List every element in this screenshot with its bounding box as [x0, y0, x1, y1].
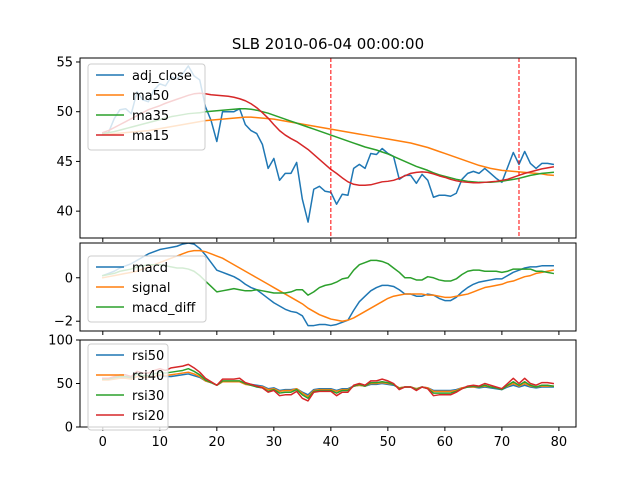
ytick-label: 40 — [56, 205, 73, 220]
legend-label-macd_diff: macd_diff — [132, 301, 196, 316]
ytick-label: 0 — [65, 271, 73, 286]
legend-label-signal: signal — [132, 281, 170, 296]
xtick-label: 10 — [152, 435, 169, 450]
series-line-macd — [101, 243, 554, 327]
legend-box-price — [87, 63, 206, 151]
xtick-label: 40 — [323, 435, 340, 450]
ytick-label: 50 — [56, 377, 73, 392]
chart-title: SLB 2010-06-04 00:00:00 — [232, 35, 424, 53]
legend-label-rsi20: rsi20 — [132, 409, 164, 424]
legend-label-ma50: ma50 — [132, 89, 169, 104]
series-group-rsi — [102, 363, 555, 402]
xtick-label: 70 — [494, 435, 511, 450]
xtick-label: 60 — [437, 435, 454, 450]
legend-label-rsi30: rsi30 — [132, 389, 164, 404]
xtick-label: 50 — [380, 435, 397, 450]
legend-macd: macd signal macd_diff — [87, 255, 207, 323]
legend-label-ma15: ma15 — [132, 129, 169, 144]
series-line-rsi30 — [102, 367, 555, 400]
legend-price: adj_close ma50 ma35 ma15 — [87, 63, 206, 151]
legend-box-macd — [87, 255, 207, 323]
panel-macd: −2 0 macd signal macd_diff — [54, 242, 577, 335]
ytick-label: 55 — [56, 55, 73, 70]
panel-price: 40 45 50 55 adj_close ma50 ma35 ma15 — [56, 55, 577, 242]
ytick-label: 0 — [65, 421, 73, 436]
ytick-label: 100 — [48, 334, 73, 349]
legend-box-rsi — [87, 343, 169, 431]
legend-label-rsi50: rsi50 — [132, 349, 164, 364]
ytick-label: 50 — [56, 105, 73, 120]
ytick-label: 45 — [56, 155, 73, 170]
xtick-label: 0 — [99, 435, 107, 450]
axes-frame-macd — [79, 242, 577, 332]
legend-label-ma35: ma35 — [132, 109, 169, 124]
legend-label-rsi40: rsi40 — [132, 369, 164, 384]
xtick-label: 80 — [551, 435, 568, 450]
legend-rsi: rsi50 rsi40 rsi30 rsi20 — [87, 343, 169, 431]
xtick-label: 20 — [209, 435, 226, 450]
legend-label-adj_close: adj_close — [132, 69, 192, 84]
legend-label-macd: macd — [132, 261, 168, 276]
series-line-rsi20 — [102, 363, 555, 402]
ytick-label: −2 — [54, 315, 73, 330]
xtick-label: 30 — [266, 435, 283, 450]
plots-group: 40 45 50 55 adj_close ma50 ma35 ma15 −2 0 macd sign… — [48, 55, 577, 450]
axes-frame-price — [79, 57, 577, 239]
